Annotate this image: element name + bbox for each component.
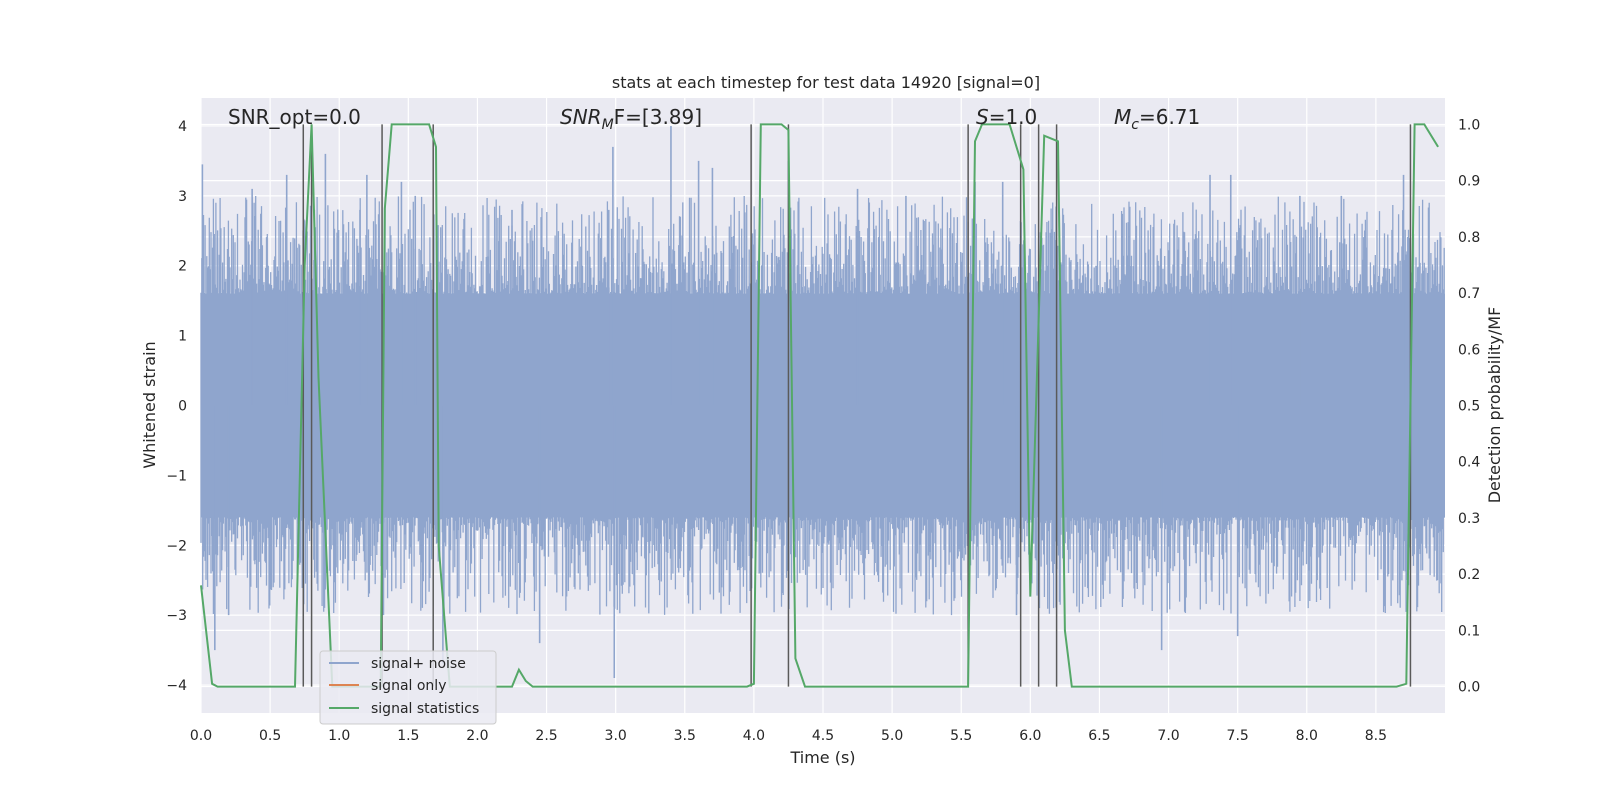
legend-label-signal-statistics: signal statistics <box>371 701 479 717</box>
y-right-tick-label-8: 0.8 <box>1458 230 1480 246</box>
chart-title: stats at each timestep for test data 149… <box>612 73 1040 92</box>
y-left-tick-label-3: −1 <box>166 468 187 484</box>
left-y-axis-ticks: −4 −3 −2 −1 0 1 2 3 4 <box>166 119 187 694</box>
x-tick-label-8: 4.0 <box>743 728 765 744</box>
y-left-tick-label-8: 4 <box>178 119 187 135</box>
x-tick-label-16: 8.0 <box>1296 728 1318 744</box>
y-right-tick-label-9: 0.9 <box>1458 174 1480 190</box>
x-tick-label-7: 3.5 <box>674 728 696 744</box>
legend-label-signal-noise: signal+ noise <box>371 656 466 672</box>
left-y-axis-label: Whitened strain <box>140 341 159 468</box>
noise-series <box>200 125 1445 679</box>
annotation-mc-rest: =6.71 <box>1139 105 1200 129</box>
y-left-tick-label-1: −3 <box>166 608 187 624</box>
annotation-snr-mf-rest: F=[3.89] <box>614 105 702 129</box>
y-right-tick-label-0: 0.0 <box>1458 680 1480 696</box>
annotation-s-main: S <box>976 105 989 129</box>
x-tick-label-10: 5.0 <box>881 728 903 744</box>
annotation-mc: Mc=6.71 <box>1114 105 1200 133</box>
x-tick-label-13: 6.5 <box>1088 728 1110 744</box>
x-tick-label-2: 1.0 <box>328 728 350 744</box>
y-right-tick-label-6: 0.6 <box>1458 342 1480 358</box>
plot-area <box>200 98 1445 713</box>
x-tick-label-1: 0.5 <box>259 728 281 744</box>
annotation-s-rest: =1.0 <box>989 105 1038 129</box>
right-y-axis-label: Detection probability/MF <box>1485 307 1504 504</box>
x-tick-label-3: 1.5 <box>397 728 419 744</box>
y-left-tick-label-2: −2 <box>166 538 187 554</box>
y-right-tick-label-4: 0.4 <box>1458 455 1480 471</box>
y-left-tick-label-6: 2 <box>178 259 187 275</box>
annotation-snr-mf-main: SNR <box>560 105 602 129</box>
annotation-s: S=1.0 <box>976 105 1037 129</box>
x-tick-label-11: 5.5 <box>950 728 972 744</box>
y-right-tick-label-5: 0.5 <box>1458 399 1480 415</box>
statistics-line <box>200 123 1439 688</box>
y-left-tick-label-0: −4 <box>166 678 187 694</box>
x-tick-label-4: 2.0 <box>466 728 488 744</box>
legend-box <box>319 650 497 725</box>
x-tick-label-17: 8.5 <box>1365 728 1387 744</box>
x-tick-label-9: 4.5 <box>812 728 834 744</box>
y-right-tick-label-2: 0.2 <box>1458 567 1480 583</box>
statistics-series <box>200 123 1439 688</box>
x-tick-label-12: 6.0 <box>1019 728 1041 744</box>
y-right-tick-label-7: 0.7 <box>1458 286 1480 302</box>
x-tick-label-5: 2.5 <box>535 728 557 744</box>
x-axis-label: Time (s) <box>789 748 855 767</box>
y-right-tick-label-10: 1.0 <box>1458 117 1480 133</box>
y-left-tick-label-7: 3 <box>178 189 187 205</box>
annotation-snr-mf-sub: M <box>602 117 614 133</box>
annotation-mc-main: M <box>1114 105 1131 129</box>
y-right-tick-label-3: 0.3 <box>1458 511 1480 527</box>
x-tick-label-0: 0.0 <box>190 728 212 744</box>
y-right-tick-label-1: 0.1 <box>1458 623 1480 639</box>
noise-trace <box>200 196 1445 616</box>
legend-label-signal-only: signal only <box>371 678 446 694</box>
right-y-axis-ticks: 0.0 0.1 0.2 0.3 0.4 0.5 0.6 0.7 0.8 0.9 1.0 <box>1458 117 1480 695</box>
x-tick-label-6: 3.0 <box>605 728 627 744</box>
annotation-snr-mf: SNRMF=[3.89] <box>560 105 702 133</box>
x-tick-label-14: 7.0 <box>1157 728 1179 744</box>
annotation-snr-opt: SNR_opt=0.0 <box>228 105 361 129</box>
y-left-tick-label-4: 0 <box>178 399 187 415</box>
legend: signal+ noise signal only signal statist… <box>319 650 497 725</box>
x-tick-label-15: 7.5 <box>1227 728 1249 744</box>
x-axis-ticks: 0.0 0.5 1.0 1.5 2.0 2.5 3.0 3.5 4.0 4.5 5.0 5.5 6.0 6… <box>190 728 1387 744</box>
annotation-mc-sub: c <box>1131 117 1139 133</box>
y-left-tick-label-5: 1 <box>178 329 187 345</box>
